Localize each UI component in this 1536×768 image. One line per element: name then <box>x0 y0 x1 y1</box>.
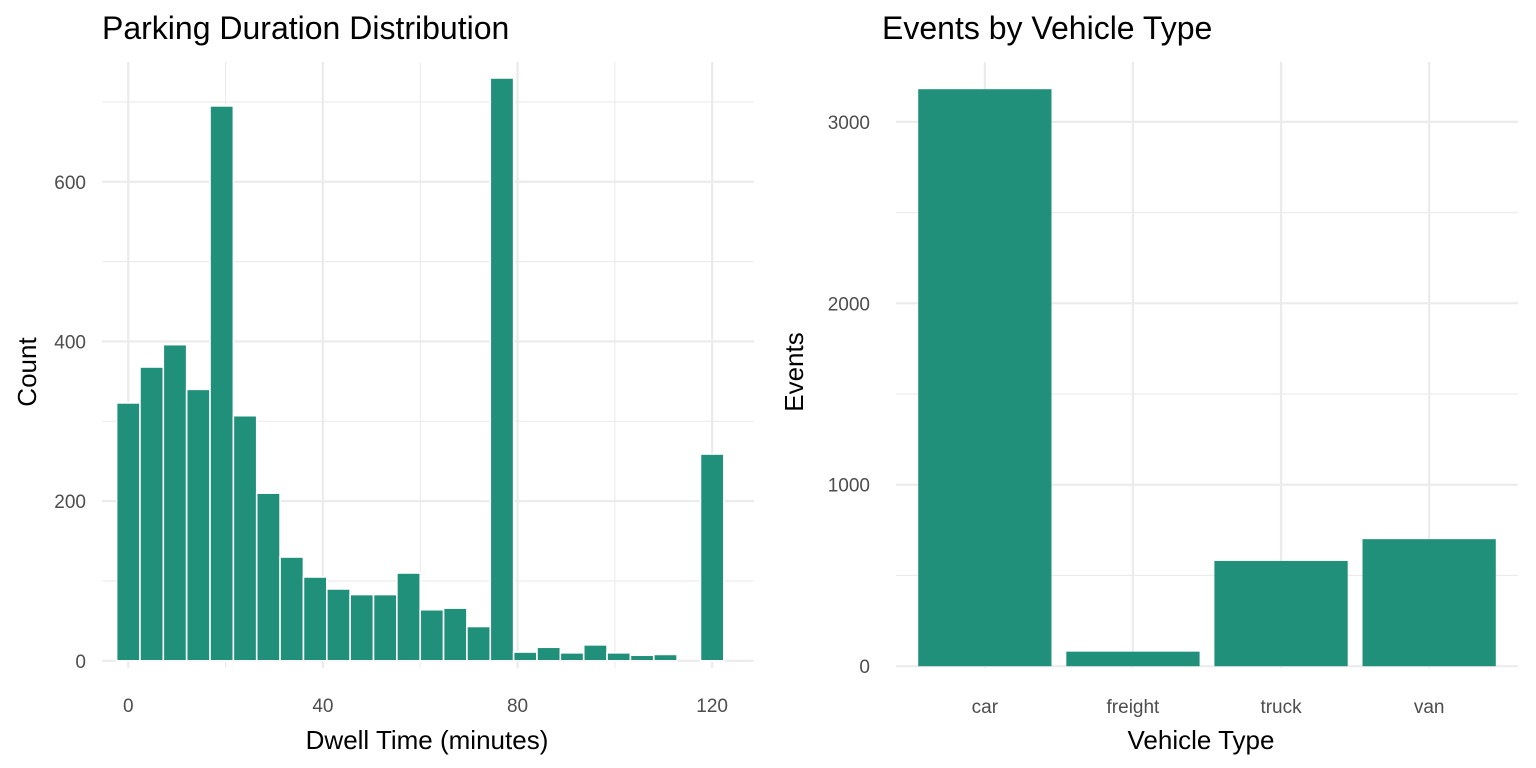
y-tick-label: 3000 <box>828 113 870 134</box>
histogram-x-tick-labels: 0 40 80 120 <box>123 696 728 717</box>
histogram-bar <box>302 576 328 662</box>
histogram-bar <box>232 414 258 662</box>
histogram-bar <box>559 652 585 662</box>
vehicle-bar-van <box>1362 539 1496 667</box>
vehicle-title: Events by Vehicle Type <box>882 10 1212 46</box>
x-tick-label: 80 <box>507 696 528 717</box>
x-tick-label: freight <box>1107 697 1161 718</box>
y-tick-label: 600 <box>54 173 86 194</box>
histogram-bar <box>512 651 538 662</box>
histogram-bar <box>582 644 608 662</box>
histogram-bar <box>489 77 515 662</box>
histogram-bar <box>372 593 398 662</box>
histogram-bar <box>115 402 141 662</box>
x-tick-label: truck <box>1260 697 1302 718</box>
x-tick-label: 120 <box>696 696 728 717</box>
x-tick-label: van <box>1414 697 1445 718</box>
x-tick-label: 40 <box>312 696 333 717</box>
vehicle-bar-car <box>918 89 1052 667</box>
histogram-title: Parking Duration Distribution <box>102 10 509 46</box>
histogram-bar <box>209 105 235 662</box>
histogram-bar <box>536 646 562 662</box>
histogram-bar <box>139 366 165 662</box>
vehicle-bar-truck <box>1214 560 1348 667</box>
y-tick-label: 0 <box>859 657 870 678</box>
histogram-bar <box>419 608 445 662</box>
x-tick-label: car <box>972 697 999 718</box>
vehicle-x-tick-labels: car freight truck van <box>972 697 1445 718</box>
histogram-bar <box>162 343 188 662</box>
histogram-bar <box>396 572 422 662</box>
y-tick-label: 2000 <box>828 294 870 315</box>
histogram-bar <box>325 588 351 662</box>
histogram-panel: Parking Duration Distribution 0 40 80 120 0… <box>12 10 754 755</box>
histogram-bars <box>115 77 725 662</box>
vehicle-y-axis-title: Events <box>779 332 809 412</box>
histogram-y-tick-labels: 0 200 400 600 <box>54 173 86 673</box>
histogram-bar <box>629 654 655 662</box>
y-tick-label: 1000 <box>828 476 870 497</box>
y-tick-label: 200 <box>54 492 86 513</box>
histogram-bar <box>349 593 375 662</box>
histogram-y-axis-title: Count <box>12 337 42 407</box>
histogram-bar <box>255 492 281 662</box>
vehicle-bars <box>918 89 1496 667</box>
histogram-bar <box>699 453 725 662</box>
histogram-bar <box>606 652 632 662</box>
histogram-bar <box>466 625 492 662</box>
vehicle-y-tick-labels: 0 1000 2000 3000 <box>828 113 870 678</box>
histogram-bar <box>652 653 678 662</box>
x-tick-label: 0 <box>123 696 134 717</box>
vehicle-bar-freight <box>1066 651 1200 667</box>
histogram-bar <box>279 556 305 662</box>
histogram-bar <box>185 388 211 662</box>
vehicle-panel: Events by Vehicle Type car freight truck va… <box>779 10 1518 755</box>
vehicle-x-axis-title: Vehicle Type <box>1128 725 1275 755</box>
y-tick-label: 400 <box>54 332 86 353</box>
y-tick-label: 0 <box>75 652 86 673</box>
histogram-x-axis-title: Dwell Time (minutes) <box>306 725 549 755</box>
histogram-bar <box>442 607 468 662</box>
